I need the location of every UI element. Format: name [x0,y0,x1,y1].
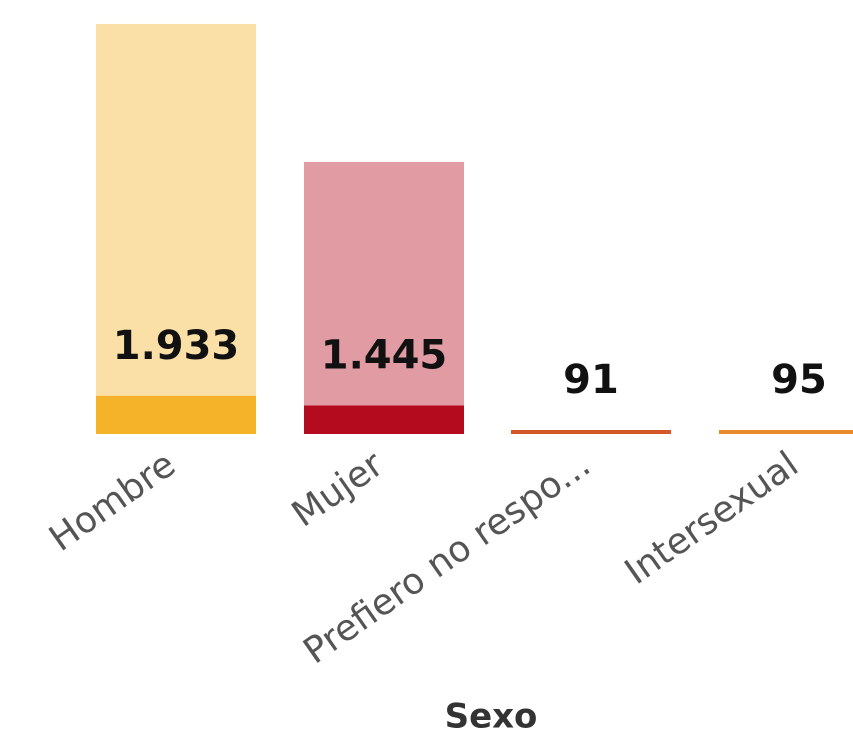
bar [511,430,671,434]
bar [96,395,256,434]
x-tick-label: Mujer [285,444,391,536]
bar [304,161,464,434]
data-label: 1.445 [321,333,448,379]
x-tick-label: Intersexual [618,444,806,593]
data-label: 95 [771,357,827,403]
bar [96,23,256,434]
data-label: 1.933 [113,323,240,369]
x-axis-label: Sexo [445,697,538,735]
data-label: 91 [563,357,619,403]
bar [304,405,464,434]
bar [719,430,853,434]
x-tick-label: Hombre [42,444,183,560]
